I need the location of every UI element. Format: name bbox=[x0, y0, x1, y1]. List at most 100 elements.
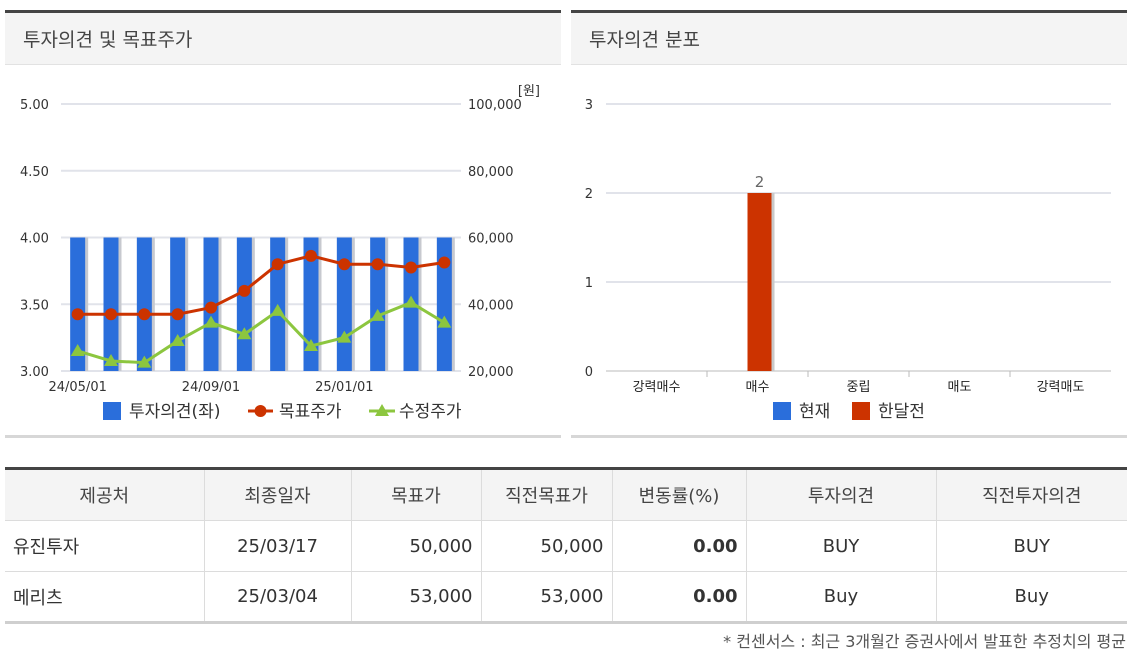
header-prev-target-price: 직전목표가 bbox=[480, 468, 612, 521]
legend-swatch-current bbox=[773, 402, 791, 420]
target-price-point bbox=[338, 258, 351, 271]
category-label: 강력매수 bbox=[633, 380, 681, 395]
opinion-bar bbox=[136, 237, 152, 371]
cell-prev-opinion: BUY bbox=[935, 520, 1127, 572]
cell-change-rate: 0.00 bbox=[611, 520, 746, 572]
category-label: 강력매도 bbox=[1037, 380, 1085, 395]
y-axis-tick: 1 bbox=[585, 276, 593, 291]
target-price-point bbox=[205, 301, 217, 314]
legend-marker-target-price bbox=[254, 405, 267, 417]
adjusted-price-point bbox=[370, 308, 385, 321]
legend-label-target-price: 목표주가 bbox=[279, 402, 342, 422]
table-header-row: 제공처 최종일자 목표가 직전목표가 변동률(%) 투자의견 직전투자의견 bbox=[5, 468, 1127, 521]
cell-target-price: 53,000 bbox=[350, 571, 481, 623]
target-price-point bbox=[71, 308, 84, 321]
adjusted-price-point bbox=[137, 355, 152, 368]
adjusted-price-point bbox=[204, 315, 218, 328]
distribution-bar bbox=[747, 193, 772, 371]
opinion-bar bbox=[436, 237, 452, 371]
y-axis-tick: 2 bbox=[585, 187, 593, 202]
adjusted-price-point bbox=[70, 343, 85, 356]
left-axis-tick: 4.50 bbox=[20, 165, 49, 180]
left-axis-tick: 3.50 bbox=[20, 298, 49, 313]
right-axis-tick: 80,000 bbox=[468, 165, 514, 180]
right-axis-unit: [원] bbox=[518, 84, 540, 99]
header-change-rate: 변동률(%) bbox=[611, 468, 746, 521]
opinion-bar bbox=[236, 237, 252, 371]
category-label: 매수 bbox=[746, 380, 770, 395]
legend-marker-adjusted-price bbox=[375, 404, 389, 416]
header-provider: 제공처 bbox=[5, 468, 204, 521]
cell-prev-target-price: 53,000 bbox=[480, 571, 612, 623]
opinion-bar bbox=[70, 237, 86, 371]
opinion-bar bbox=[303, 237, 319, 371]
target-price-line bbox=[77, 254, 445, 316]
panel-title-opinion-distribution: 투자의견 분포 bbox=[571, 13, 1127, 65]
cell-opinion: BUY bbox=[745, 520, 936, 572]
target-price-point bbox=[138, 308, 151, 321]
header-target-price: 목표가 bbox=[350, 468, 481, 521]
cell-provider: 유진투자 bbox=[5, 520, 204, 572]
target-price-point bbox=[371, 258, 384, 271]
opinion-bar bbox=[336, 237, 352, 371]
y-axis-tick: 3 bbox=[585, 98, 593, 113]
right-axis-tick: 60,000 bbox=[468, 232, 514, 247]
target-price-point bbox=[105, 308, 117, 321]
opinion-bar bbox=[370, 237, 386, 371]
target-price-point bbox=[171, 308, 184, 321]
adjusted-price-point bbox=[437, 315, 452, 328]
cell-opinion: Buy bbox=[745, 571, 936, 623]
legend-label-month-ago: 한달전 bbox=[878, 402, 925, 422]
adjusted-price-point bbox=[237, 327, 252, 340]
x-axis-tick: 25/01/01 bbox=[315, 380, 373, 395]
cell-provider: 메리츠 bbox=[13, 587, 63, 609]
distribution-bar-value: 2 bbox=[755, 173, 765, 191]
consensus-footnote: * 컨센서스 : 최근 3개월간 증권사에서 발표한 추정치의 평균 bbox=[723, 632, 1126, 651]
adjusted-price-point bbox=[104, 353, 118, 366]
header-opinion: 투자의견 bbox=[745, 468, 936, 521]
left-axis-tick: 3.00 bbox=[20, 365, 49, 380]
header-last-date: 최종일자 bbox=[203, 468, 351, 521]
cell-change-rate: 0.00 bbox=[611, 571, 746, 623]
target-price-point bbox=[238, 284, 251, 297]
right-axis-tick: 40,000 bbox=[468, 298, 514, 313]
opinion-bar bbox=[170, 237, 186, 371]
target-price-chart-panel: 투자의견 및 목표주가 3.00 3.50 4.00 4.50 5.00 20,000 40… bbox=[5, 10, 561, 438]
adjusted-price-line bbox=[77, 300, 446, 365]
left-axis-tick: 5.00 bbox=[20, 98, 49, 113]
adjusted-price-point bbox=[337, 330, 352, 343]
cell-prev-opinion: Buy bbox=[935, 571, 1127, 623]
legend-swatch-month-ago bbox=[852, 402, 870, 420]
right-axis-tick: 100,000 bbox=[468, 98, 522, 113]
legend-label-current: 현재 bbox=[799, 402, 830, 422]
y-axis-tick: 0 bbox=[585, 365, 593, 380]
cell-last-date: 25/03/04 bbox=[203, 571, 351, 623]
right-axis-tick: 20,000 bbox=[468, 365, 514, 380]
adjusted-price-point bbox=[170, 333, 185, 346]
table-row: 메리츠 25/03/04 53,000 53,000 0.00 Buy Buy bbox=[5, 571, 1127, 623]
opinion-bar bbox=[103, 237, 119, 371]
table-row: 유진투자 25/03/17 50,000 50,000 0.00 BUY BUY bbox=[5, 520, 1127, 572]
target-price-point bbox=[271, 258, 284, 271]
target-price-chart: 3.00 3.50 4.00 4.50 5.00 20,000 40,000 60,000 80… bbox=[20, 84, 540, 422]
target-price-point bbox=[438, 256, 451, 269]
cell-target-price: 50,000 bbox=[350, 520, 481, 572]
x-axis-tick: 24/09/01 bbox=[182, 380, 240, 395]
target-price-point bbox=[405, 261, 417, 274]
target-price-point bbox=[305, 249, 317, 262]
left-axis-tick: 4.00 bbox=[20, 232, 49, 247]
cell-last-date: 25/03/17 bbox=[203, 520, 351, 572]
category-label: 중립 bbox=[847, 380, 871, 395]
adjusted-price-point bbox=[270, 303, 285, 316]
legend-label-adjusted-price: 수정주가 bbox=[399, 402, 462, 422]
category-label: 매도 bbox=[948, 380, 972, 395]
legend-swatch-opinion bbox=[103, 402, 121, 420]
adjusted-price-point bbox=[304, 338, 318, 351]
panel-title-target-price: 투자의견 및 목표주가 bbox=[5, 13, 561, 65]
header-prev-opinion: 직전투자의견 bbox=[935, 468, 1127, 521]
x-axis-tick: 24/05/01 bbox=[48, 380, 106, 395]
legend-label-opinion: 투자의견(좌) bbox=[129, 402, 220, 422]
cell-prev-target-price: 50,000 bbox=[480, 520, 612, 572]
